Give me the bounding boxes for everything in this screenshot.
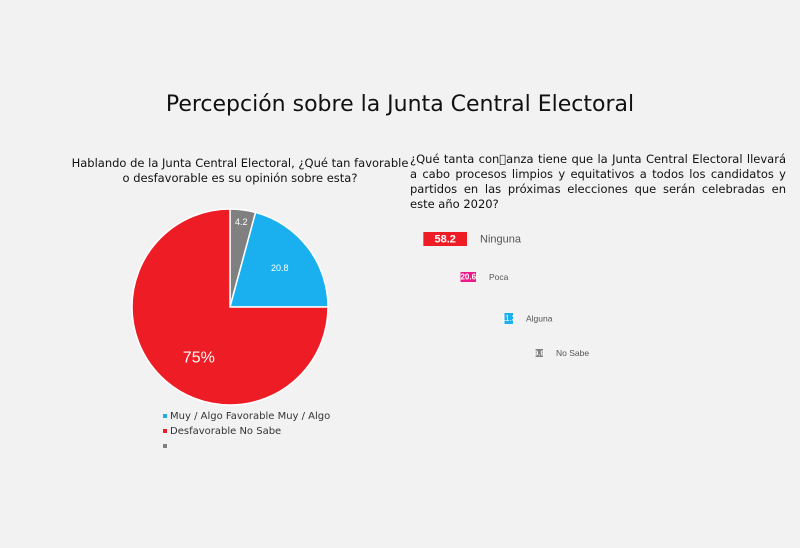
- bar-3: [535, 349, 543, 357]
- bar-0: [423, 232, 467, 246]
- bar-category-label-2: Alguna: [526, 313, 553, 323]
- page-title: Percepción sobre la Junta Central Electo…: [165, 92, 635, 117]
- legend-swatch-1: [163, 429, 167, 433]
- bar-value-label-1: 20.6: [460, 273, 476, 282]
- legend-item-2: [163, 439, 330, 454]
- bar-category-label-0: Ninguna: [480, 233, 522, 245]
- bar-1: [460, 272, 476, 282]
- legend-item-1: Desfavorable No Sabe: [163, 424, 330, 439]
- pie-slice-label-2: 75%: [183, 349, 215, 366]
- bar-category-label-3: No Sabe: [556, 348, 589, 358]
- bar-value-label-2: 11.3: [501, 314, 517, 323]
- bar-value-label-3: 9.9: [534, 348, 544, 357]
- legend-swatch-0: [163, 414, 167, 418]
- pie-slice-label-0: 4.2: [235, 217, 248, 227]
- bar-chart-title: ¿Qué tanta con anza tiene que la Junta C…: [410, 152, 786, 211]
- pie-slice-1: [229, 211, 329, 308]
- bar-value-label-0: 58.2: [434, 233, 455, 245]
- bar-2: [504, 313, 513, 324]
- pie-chart-title: Hablando de la Junta Central Electoral, …: [71, 156, 409, 185]
- legend-swatch-2: [163, 444, 167, 448]
- bar-category-label-1: Poca: [489, 272, 509, 282]
- legend-item-0: Muy / Algo Favorable Muy / Algo: [163, 409, 330, 424]
- legend-label-1: Desfavorable No Sabe: [170, 426, 282, 437]
- legend-label-0: Muy / Algo Favorable Muy / Algo: [170, 411, 331, 422]
- pie-slice-label-1: 20.8: [271, 263, 289, 273]
- pie-legend: Muy / Algo Favorable Muy / Algo Desfavor…: [163, 409, 330, 454]
- pie-slice-2: [131, 208, 329, 406]
